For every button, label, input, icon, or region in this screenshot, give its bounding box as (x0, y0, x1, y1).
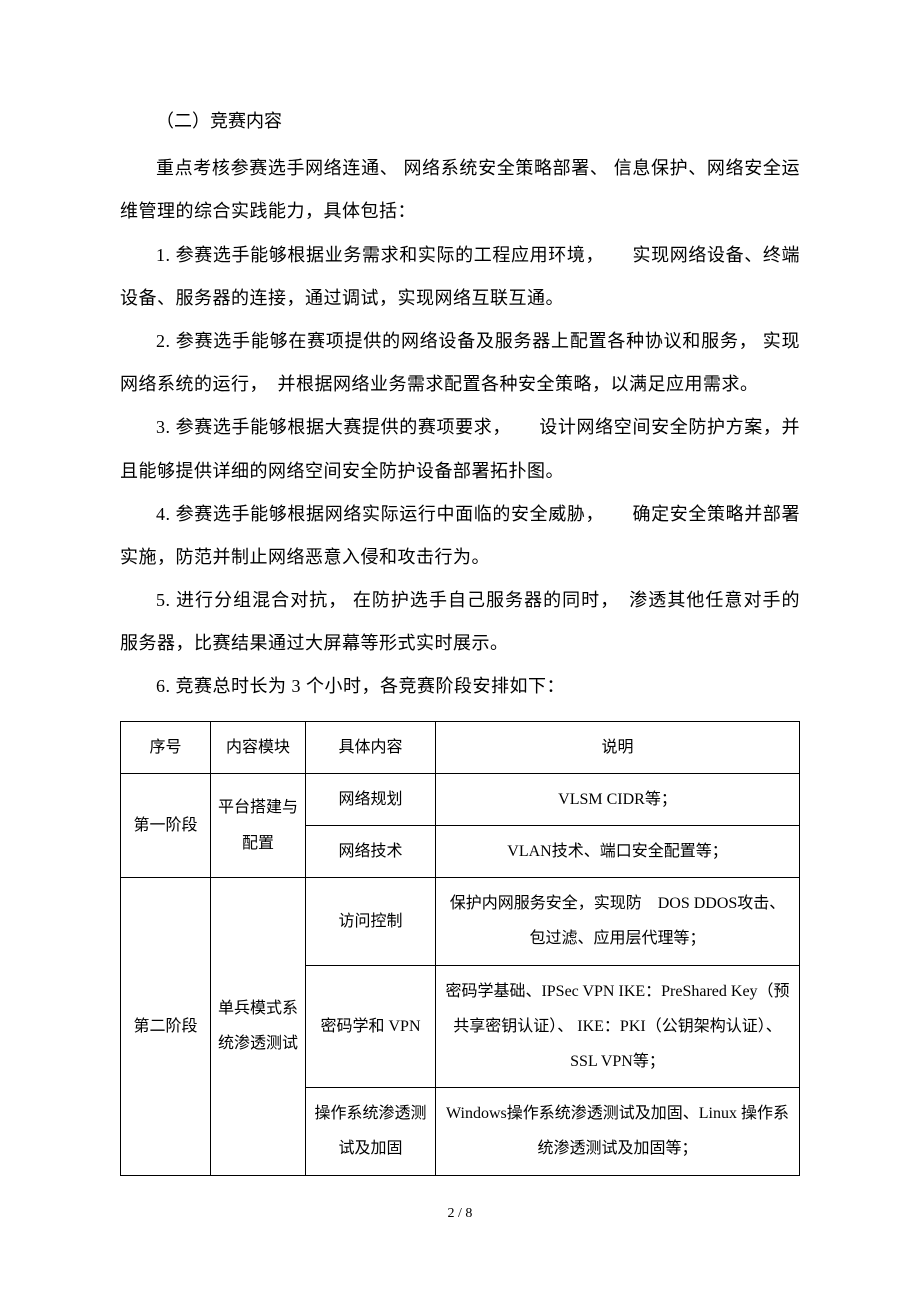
page-footer: 2 / 8 (120, 1206, 800, 1222)
cell-seq: 第一阶段 (121, 773, 211, 877)
cell-module: 平台搭建与配置 (211, 773, 306, 877)
intro-paragraph: 重点考核参赛选手网络连通、 网络系统安全策略部署、 信息保护、网络安全运维管理的… (120, 147, 800, 233)
cell-desc: VLAN技术、端口安全配置等； (436, 826, 800, 878)
cell-desc: Windows操作系统渗透测试及加固、Linux 操作系统渗透测试及加固等； (436, 1088, 800, 1175)
cell-content: 操作系统渗透测试及加固 (306, 1088, 436, 1175)
cell-seq: 第二阶段 (121, 878, 211, 1175)
cell-content: 访问控制 (306, 878, 436, 965)
list-item-3: 3. 参赛选手能够根据大赛提供的赛项要求， 设计网络空间安全防护方案，并且能够提… (120, 406, 800, 492)
schedule-table: 序号 内容模块 具体内容 说明 第一阶段 平台搭建与配置 网络规划 VLSM C… (120, 721, 800, 1176)
cell-module: 单兵模式系统渗透测试 (211, 878, 306, 1175)
cell-desc: VLSM CIDR等； (436, 773, 800, 825)
th-desc: 说明 (436, 721, 800, 773)
list-item-5: 5. 进行分组混合对抗， 在防护选手自己服务器的同时， 渗透其他任意对手的服务器… (120, 579, 800, 665)
section-heading: （二）竞赛内容 (120, 100, 800, 143)
list-item-6: 6. 竞赛总时长为 3 个小时，各竞赛阶段安排如下： (120, 665, 800, 708)
list-item-1: 1. 参赛选手能够根据业务需求和实际的工程应用环境， 实现网络设备、终端设备、服… (120, 234, 800, 320)
cell-desc: 保护内网服务安全，实现防 DOS DDOS攻击、包过滤、应用层代理等； (436, 878, 800, 965)
list-item-2: 2. 参赛选手能够在赛项提供的网络设备及服务器上配置各种协议和服务， 实现网络系… (120, 320, 800, 406)
cell-content: 密码学和 VPN (306, 965, 436, 1088)
cell-content: 网络规划 (306, 773, 436, 825)
list-item-4: 4. 参赛选手能够根据网络实际运行中面临的安全威胁， 确定安全策略并部署实施，防… (120, 493, 800, 579)
th-content: 具体内容 (306, 721, 436, 773)
th-seq: 序号 (121, 721, 211, 773)
table-header-row: 序号 内容模块 具体内容 说明 (121, 721, 800, 773)
table-row: 第一阶段 平台搭建与配置 网络规划 VLSM CIDR等； (121, 773, 800, 825)
cell-desc: 密码学基础、IPSec VPN IKE：PreShared Key（预共享密钥认… (436, 965, 800, 1088)
th-module: 内容模块 (211, 721, 306, 773)
table-row: 第二阶段 单兵模式系统渗透测试 访问控制 保护内网服务安全，实现防 DOS DD… (121, 878, 800, 965)
cell-content: 网络技术 (306, 826, 436, 878)
